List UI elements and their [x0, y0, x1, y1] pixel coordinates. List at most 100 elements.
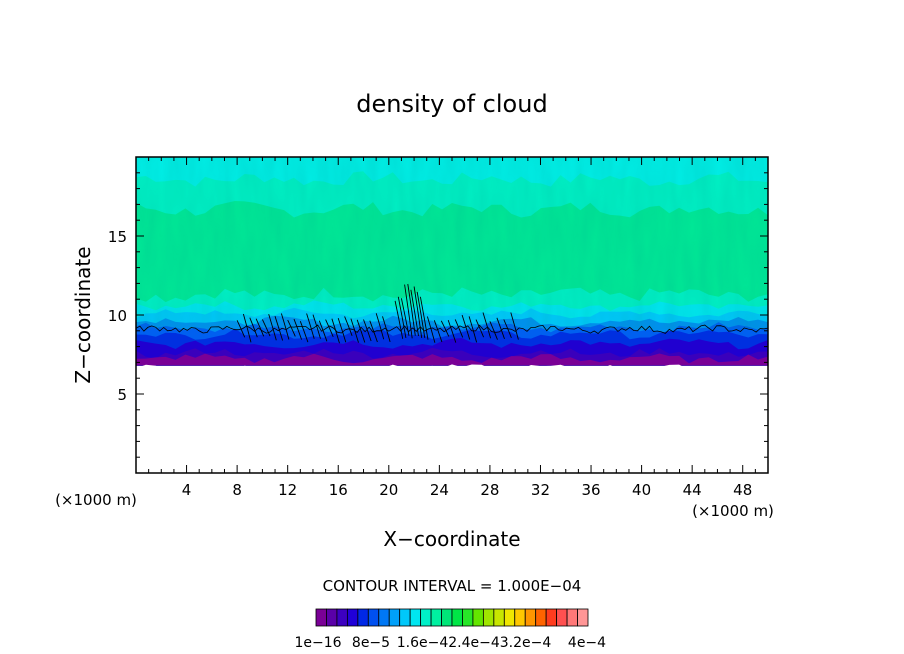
wave-contour [503, 319, 512, 338]
colorbar-swatch [462, 608, 474, 627]
wave-contour [299, 321, 309, 343]
x-tick-label: 20 [379, 481, 398, 499]
wave-contour [489, 321, 498, 340]
chart-title: density of cloud [356, 90, 547, 118]
colorbar-tick-label: 8e−5 [352, 635, 390, 651]
wave-contour [454, 319, 464, 338]
wave-contour [382, 316, 391, 343]
wave-contour [356, 319, 366, 343]
colorbar-tick-label: 4e−4 [568, 635, 606, 651]
y-tick-label: 5 [117, 386, 127, 404]
wave-contour [274, 316, 284, 341]
colorbar-swatch [451, 608, 463, 627]
colorbar-swatch [514, 608, 526, 627]
wave-contour [510, 312, 519, 340]
wave-contour [344, 316, 353, 336]
colorbar-swatch [399, 608, 411, 627]
wave-contour [268, 313, 277, 341]
wave-contour [400, 298, 410, 336]
colorbar-swatch [409, 608, 422, 627]
wave-contour [397, 296, 407, 338]
x-tick-label: 8 [232, 481, 242, 499]
x-unit-right: (×1000 m) [692, 502, 774, 520]
density-band [136, 353, 768, 366]
x-tick-label: 16 [329, 481, 348, 499]
colorbar-swatch [545, 608, 558, 627]
wave-contour [413, 286, 423, 338]
x-axis-label: X−coordinate [383, 527, 520, 551]
wave-contour [312, 314, 321, 339]
x-tick-label: 48 [733, 481, 752, 499]
colorbar-swatch [420, 608, 432, 627]
wave-contour [416, 291, 426, 338]
wave-contour [407, 283, 416, 336]
wave-contour [447, 319, 457, 343]
wave-contour [325, 319, 334, 337]
colorbar-swatch [315, 608, 327, 627]
wave-contour [482, 312, 492, 339]
wave-contour [337, 317, 347, 343]
colorbar-swatch [493, 608, 505, 627]
wave-contour [369, 320, 378, 343]
colorbar-swatch [367, 608, 380, 627]
wave-contour [461, 314, 471, 340]
wave-contour [249, 317, 258, 338]
wave-contour [363, 319, 372, 342]
wave-contour [318, 320, 328, 342]
x-tick-label: 36 [581, 481, 600, 499]
wave-contour [287, 319, 296, 337]
wave-contour [280, 313, 290, 340]
colorbar [315, 608, 589, 627]
colorbar-swatch [441, 608, 453, 627]
wave-contour [255, 318, 265, 337]
wave-contour [433, 320, 443, 343]
colorbar-swatch [378, 608, 390, 627]
wave-contour [261, 319, 271, 337]
colorbar-swatch [566, 608, 578, 627]
colorbar-tick-label: 1e−16 [294, 635, 341, 651]
x-tick-label: 40 [632, 481, 651, 499]
wave-contour [404, 284, 413, 339]
x-tick-label: 12 [278, 481, 297, 499]
colorbar-swatch [326, 608, 338, 627]
x-unit-left: (×1000 m) [55, 491, 137, 509]
x-tick-label: 28 [480, 481, 499, 499]
wave-contour [293, 318, 303, 340]
contour-interval-text: CONTOUR INTERVAL = 1.000E−04 [323, 577, 582, 595]
x-tick-label: 44 [683, 481, 702, 499]
wave-contour [306, 313, 315, 339]
y-tick-label: 15 [108, 228, 127, 246]
colorbar-swatch [472, 608, 484, 627]
colorbar-tick-label: 1.6e−42.4e−43.2e−4 [397, 635, 552, 651]
colorbar-swatch [430, 608, 442, 627]
colorbar-swatch [346, 608, 359, 627]
wave-contour [468, 316, 478, 343]
x-tick-label: 4 [182, 481, 192, 499]
wave-contour [350, 318, 359, 343]
density-field [136, 157, 768, 473]
wave-texture [136, 157, 768, 330]
wave-contour [394, 300, 404, 339]
wave-contour [242, 313, 252, 343]
colorbar-swatch [535, 608, 547, 627]
colorbar-swatch [556, 608, 568, 627]
clear-air-region [136, 364, 768, 473]
x-tick-label: 24 [430, 481, 449, 499]
y-tick-label: 10 [108, 307, 127, 325]
wave-contour [475, 319, 485, 338]
wave-contour [236, 320, 246, 338]
wave-contour [375, 313, 385, 340]
wave-contour [496, 317, 505, 340]
colorbar-swatch [357, 608, 369, 627]
colorbar-swatch [482, 608, 495, 627]
colorbar-labels: 1e−16 8e−5 1.6e−42.4e−43.2e−4 4e−4 [294, 635, 606, 651]
wave-contour [410, 289, 419, 336]
colorbar-swatch [577, 608, 589, 627]
colorbar-swatch [336, 608, 348, 627]
colorbar-swatch [388, 608, 401, 627]
wave-contour [419, 296, 429, 340]
wave-contour [440, 320, 450, 337]
contour-lines [136, 283, 768, 344]
